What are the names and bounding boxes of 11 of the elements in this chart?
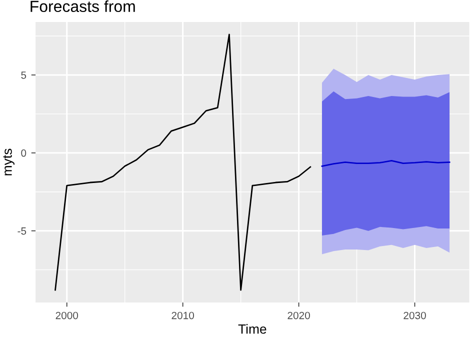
y-tick-label: 5 xyxy=(21,72,26,79)
line-series xyxy=(54,34,312,291)
x-tick-label: 2020 xyxy=(288,312,310,320)
y-tick-label: 0 xyxy=(21,149,26,157)
x-tick-label: 2010 xyxy=(172,312,194,320)
x-tick-label: 2000 xyxy=(56,312,78,320)
y-tick-label: -5 xyxy=(18,227,26,235)
chart-title: Forecasts from xyxy=(30,0,135,12)
x-tick-label: 2030 xyxy=(404,312,426,320)
y-axis-title: myts xyxy=(3,148,14,176)
x-axis-title: Time xyxy=(238,324,266,334)
